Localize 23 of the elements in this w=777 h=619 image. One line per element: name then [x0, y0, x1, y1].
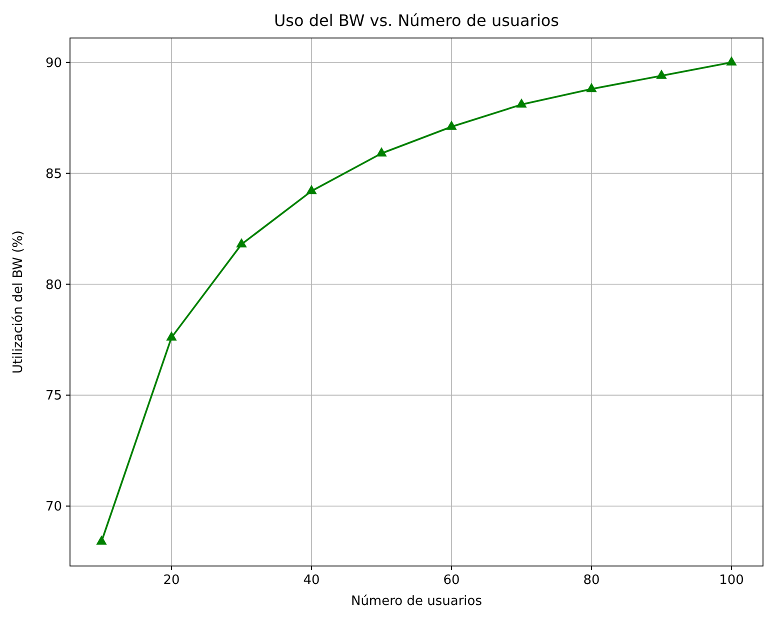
- y-tick-label: 85: [45, 166, 62, 182]
- x-tick-label: 100: [719, 573, 744, 588]
- point: [586, 82, 597, 92]
- point: [726, 56, 737, 66]
- point: [656, 70, 667, 79]
- point: [306, 184, 317, 194]
- y-tick-label: 80: [45, 278, 62, 293]
- x-tick-label: 60: [443, 573, 460, 588]
- y-axis-title: Utilización del BW (%): [11, 230, 26, 374]
- x-tick-label: 20: [163, 573, 180, 588]
- y-tick-label: 75: [45, 388, 62, 404]
- y-tick-label: 70: [45, 500, 62, 515]
- x-tick-label: 80: [583, 573, 600, 588]
- point: [96, 535, 107, 545]
- point: [516, 98, 527, 108]
- point: [446, 120, 457, 130]
- point: [236, 238, 247, 248]
- x-tick-label: 40: [303, 573, 320, 588]
- chart-title: Uso del BW vs. Número de usuarios: [274, 11, 560, 30]
- point: [166, 331, 177, 341]
- x-axis-title: Número de usuarios: [350, 594, 482, 609]
- point: [376, 147, 387, 156]
- y-tick-label: 90: [45, 56, 62, 71]
